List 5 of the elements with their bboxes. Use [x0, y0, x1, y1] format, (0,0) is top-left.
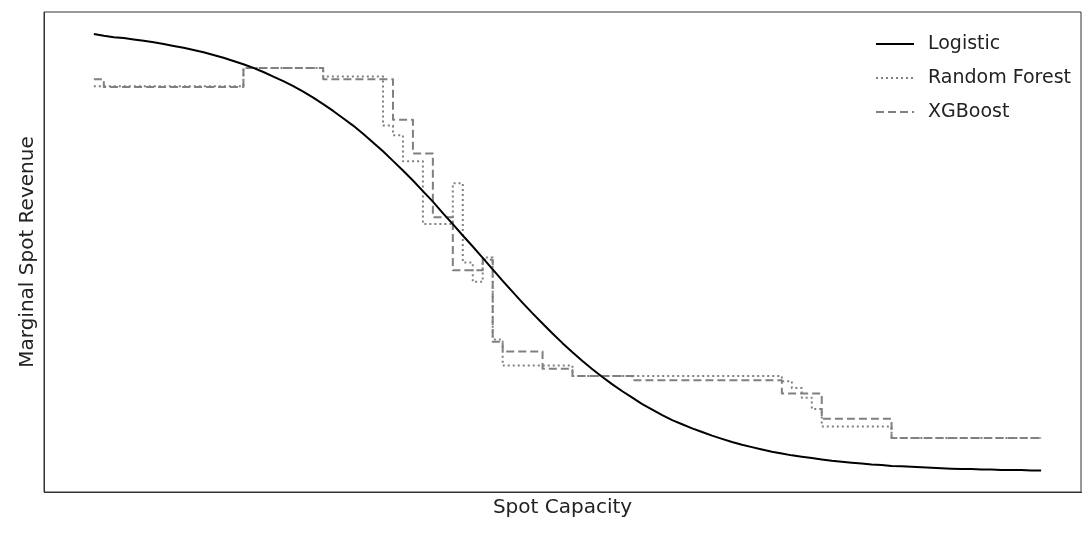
legend-label: Random Forest: [927, 64, 1072, 87]
y-axis-title: Marginal Spot Revenue: [14, 136, 39, 368]
legend-label: Logistic: [927, 30, 1001, 53]
legend-label: XGBoost: [927, 98, 1010, 121]
x-axis-title: Spot Capacity: [492, 494, 633, 519]
